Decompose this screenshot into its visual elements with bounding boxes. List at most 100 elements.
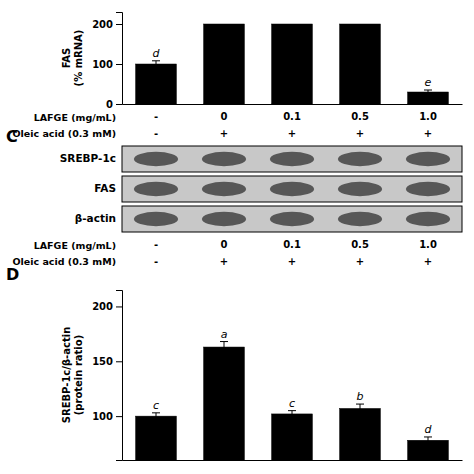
blot-band	[134, 212, 178, 226]
bar	[340, 24, 381, 104]
y-tick: 200	[92, 19, 122, 30]
error-bar	[152, 61, 160, 67]
annotation: c	[289, 397, 295, 410]
error-bar-cap	[356, 404, 364, 405]
error-bar	[288, 411, 296, 418]
blot-band	[202, 182, 246, 196]
blot-band	[406, 212, 450, 226]
blot-band	[202, 212, 246, 226]
x-row-value: +	[288, 256, 296, 267]
blot-label: SREBP-1c	[60, 152, 116, 164]
x-axis: - 0 0.1 0.5 1.0	[123, 105, 463, 123]
annotation: a	[221, 328, 228, 341]
plot-area	[136, 342, 449, 460]
x-tick: -	[154, 111, 158, 122]
blot-band	[270, 152, 314, 166]
annotation: e	[425, 76, 432, 89]
blot-band	[338, 212, 382, 226]
x-row-value: +	[356, 128, 364, 139]
error-bar-cap	[152, 60, 160, 61]
x-tick-label: 0.1	[283, 111, 301, 122]
x-tick-label: 1.0	[419, 239, 437, 250]
error-bar-cap	[152, 419, 160, 420]
x-tick: 0	[221, 111, 228, 122]
error-bar-stem	[428, 437, 429, 444]
x-row-value: +	[288, 128, 296, 139]
blot-band	[270, 182, 314, 196]
y-tick-label: 100	[92, 59, 113, 70]
error-bar-cap	[356, 412, 364, 413]
error-bar	[220, 342, 228, 353]
error-bar-cap	[220, 341, 228, 342]
error-bar-stem	[224, 342, 225, 353]
bar	[136, 64, 177, 104]
annotation: d	[425, 423, 433, 436]
error-bar	[152, 413, 160, 420]
x-row-value: +	[220, 256, 228, 267]
error-bar-stem	[156, 61, 157, 67]
x-tick-label: 1.0	[419, 111, 437, 122]
error-bar	[424, 90, 432, 94]
x-axis-line	[123, 104, 463, 105]
error-bar-cap	[288, 410, 296, 411]
x-tick-label: -	[154, 111, 158, 122]
error-bar-stem	[360, 404, 361, 413]
blot-band	[202, 152, 246, 166]
blot-band	[406, 182, 450, 196]
x-row-value: +	[424, 128, 432, 139]
error-bar-cap	[220, 352, 228, 353]
error-bar	[356, 404, 364, 413]
x-row-label: Oleic acid (0.3 mM)	[12, 128, 116, 139]
x-tick-label: 0	[221, 239, 228, 250]
bar	[272, 414, 313, 460]
error-bar-cap	[288, 417, 296, 418]
bar	[136, 416, 177, 460]
error-bar-cap	[152, 67, 160, 68]
error-bar-cap	[424, 443, 432, 444]
x-row-label: LAFGE (mg/mL)	[34, 240, 116, 251]
error-bar-stem	[428, 90, 429, 94]
x-tick-label: 0	[221, 111, 228, 122]
x-row-value: +	[220, 128, 228, 139]
panel-title: D	[6, 265, 19, 284]
x-tick-label: -	[154, 239, 158, 250]
blot-strip	[122, 176, 462, 202]
blot-strip	[122, 206, 462, 232]
y-tick: 100	[92, 411, 122, 422]
x-tick: 0.5	[351, 111, 369, 122]
error-bar-stem	[156, 413, 157, 420]
y-tick-mark	[116, 64, 122, 65]
x-tick: 1.0	[419, 111, 437, 122]
y-axis: 0 100 200	[92, 13, 122, 110]
y-tick-mark	[116, 416, 122, 417]
y-tick: 0	[106, 99, 122, 110]
y-tick-label: 200	[92, 19, 113, 30]
x-tick: 0	[221, 239, 228, 250]
x-row-label: Oleic acid (0.3 mM)	[12, 256, 116, 267]
error-bar-stem	[292, 411, 293, 418]
error-bar	[424, 437, 432, 444]
annotation: d	[153, 47, 161, 60]
y-axis-line	[116, 291, 123, 461]
bar	[204, 24, 245, 104]
error-bar-cap	[152, 412, 160, 413]
y-tick: 100	[92, 59, 122, 70]
blot-band	[406, 152, 450, 166]
x-tick-label: 0.1	[283, 239, 301, 250]
blot-band	[338, 152, 382, 166]
x-axis	[123, 460, 463, 461]
annotation: c	[153, 399, 159, 412]
x-row-value: +	[356, 256, 364, 267]
blot-background	[122, 176, 462, 202]
x-row-label: LAFGE (mg/mL)	[34, 112, 116, 123]
y-tick: 200	[92, 301, 122, 312]
x-row-value: -	[154, 256, 158, 267]
x-tick-label: 0.5	[351, 239, 369, 250]
y-tick-label: 100	[92, 411, 113, 422]
y-tick-label: 150	[92, 356, 113, 367]
y-tick-mark	[116, 104, 122, 105]
x-tick: -	[154, 239, 158, 250]
y-axis: 100 150 200	[92, 291, 122, 461]
x-row-value: +	[424, 256, 432, 267]
x-tick: 0.5	[351, 239, 369, 250]
